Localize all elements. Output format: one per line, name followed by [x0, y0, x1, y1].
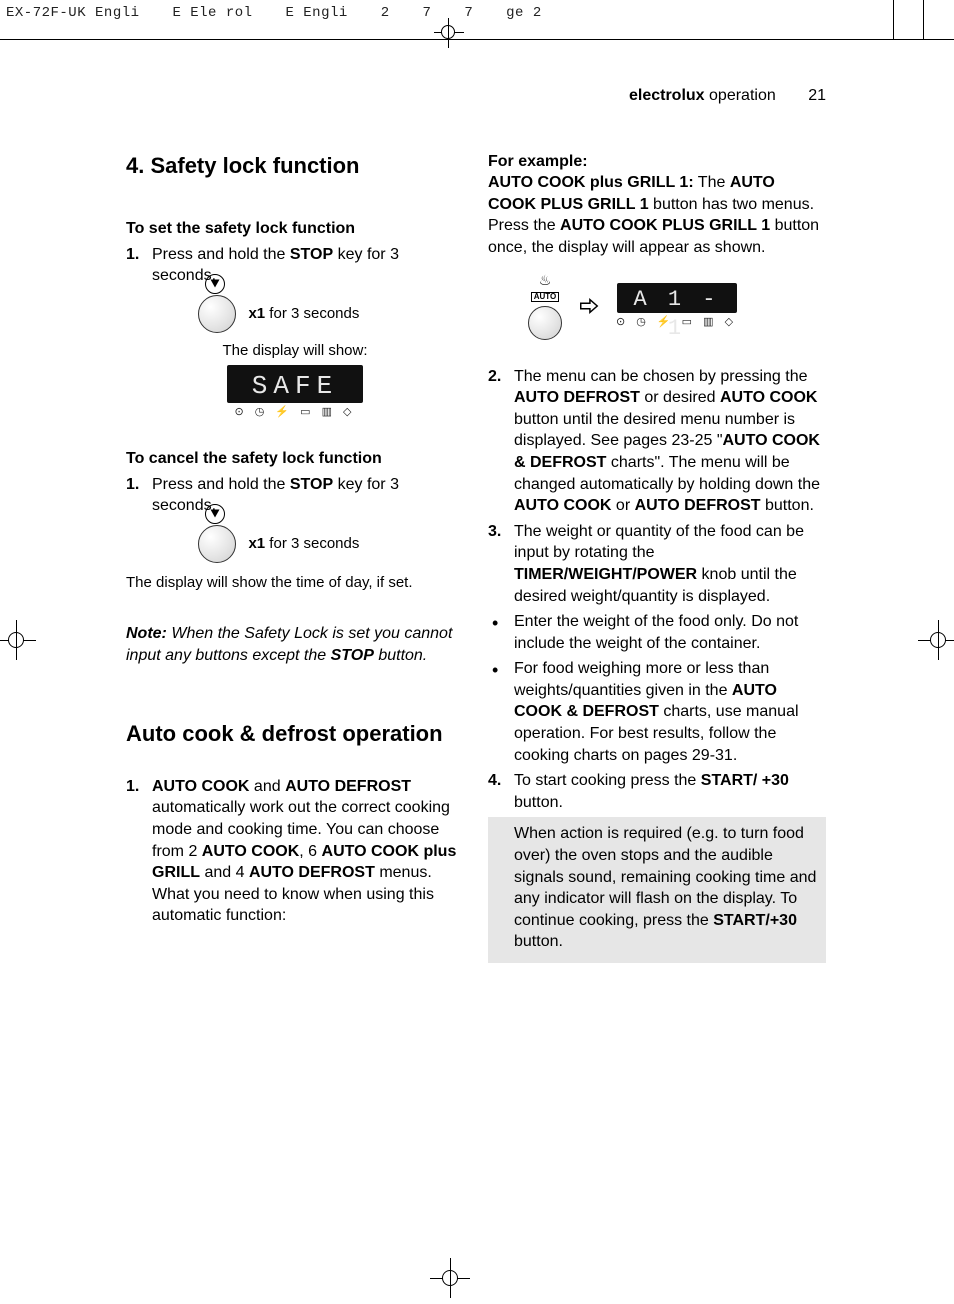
cancel-result-note: The display will show the time of day, i…	[126, 573, 464, 593]
subhead-set-safety: To set the safety lock function	[126, 218, 464, 240]
crop-mark-bottom-icon	[430, 1258, 470, 1298]
auto-step-1: 1. AUTO COOK and AUTO DEFROST automatica…	[126, 776, 464, 927]
crop-header: EX-72F-UK Engli E Ele rol E Engli 2 7 7 …	[0, 0, 954, 40]
section-label: operation	[709, 87, 776, 104]
step-set-1: 1. Press and hold the STOP key for 3 sec…	[126, 244, 464, 287]
press-count-label: x1 for 3 seconds	[248, 304, 359, 324]
auto-button-group: ♨ AUTO	[528, 273, 562, 340]
running-head: electrolux operation 21	[126, 85, 826, 107]
step-cancel-1: 1. Press and hold the STOP key for 3 sec…	[126, 474, 464, 517]
safety-note: Note: When the Safety Lock is set you ca…	[126, 623, 464, 666]
auto-bullet-1: Enter the weight of the food only. Do no…	[488, 611, 826, 654]
left-column: 4. Safety lock function To set the safet…	[126, 151, 464, 963]
example-block: For example: AUTO COOK plus GRILL 1: The…	[488, 151, 826, 259]
press-count-label: x1 for 3 seconds	[248, 534, 359, 554]
auto-bullet-2: For food weighing more or less than weig…	[488, 658, 826, 766]
auto-label-icon: AUTO	[531, 292, 560, 302]
hdr-seg: E Engli	[285, 5, 347, 21]
stop-button-icon	[198, 525, 236, 563]
stop-button-figure: x1 for 3 seconds	[198, 295, 464, 333]
registration-mark-icon	[434, 18, 464, 48]
auto-step-2: 2. The menu can be chosen by pressing th…	[488, 366, 826, 517]
hdr-seg: 2	[381, 5, 390, 21]
lcd-display-a1: A 1 - 1	[617, 283, 737, 313]
grill-steam-icon: ♨ AUTO	[528, 273, 562, 302]
brand-label: electrolux	[629, 87, 705, 104]
hdr-seg: ge 2	[506, 5, 542, 21]
auto-step-3: 3. The weight or quantity of the food ca…	[488, 521, 826, 607]
hdr-seg: 7	[423, 5, 432, 21]
lcd-display-safe: SAFE	[227, 365, 363, 403]
auto-button-figure: ♨ AUTO A 1 - 1 ⊙ ◷ ⚡ ▭ ▥ ◇	[528, 273, 826, 340]
stop-symbol-icon	[205, 504, 225, 524]
subhead-cancel-safety: To cancel the safety lock function	[126, 448, 464, 470]
stop-button-figure: x1 for 3 seconds	[198, 525, 464, 563]
hdr-seg: 7	[464, 5, 473, 21]
hdr-seg: EX-72F-UK Engli	[6, 5, 140, 21]
auto-step-4: 4. To start cooking press the START/ +30…	[488, 770, 826, 813]
right-column: For example: AUTO COOK plus GRILL 1: The…	[488, 151, 826, 963]
page-number: 21	[808, 87, 826, 104]
header-rule	[923, 0, 924, 40]
action-required-note: When action is required (e.g. to turn fo…	[488, 817, 826, 963]
heading-auto-cook: Auto cook & defrost operation	[126, 720, 464, 748]
heading-safety-lock: 4. Safety lock function	[126, 151, 464, 181]
header-rule	[893, 0, 894, 40]
lcd-indicator-icons: ⊙ ◷ ⚡ ▭ ▥ ◇	[126, 405, 464, 420]
stop-button-icon	[198, 295, 236, 333]
crop-mark-right-icon	[918, 620, 954, 660]
auto-button-icon	[528, 306, 562, 340]
example-heading: For example:	[488, 153, 588, 170]
display-caption: The display will show:	[126, 341, 464, 361]
hdr-seg: E Ele rol	[172, 5, 252, 21]
lcd-group: A 1 - 1 ⊙ ◷ ⚡ ▭ ▥ ◇	[616, 283, 737, 330]
stop-symbol-icon	[205, 274, 225, 294]
arrow-right-icon	[578, 295, 600, 317]
page-content: electrolux operation 21 4. Safety lock f…	[126, 85, 826, 963]
crop-mark-left-icon	[0, 620, 36, 660]
